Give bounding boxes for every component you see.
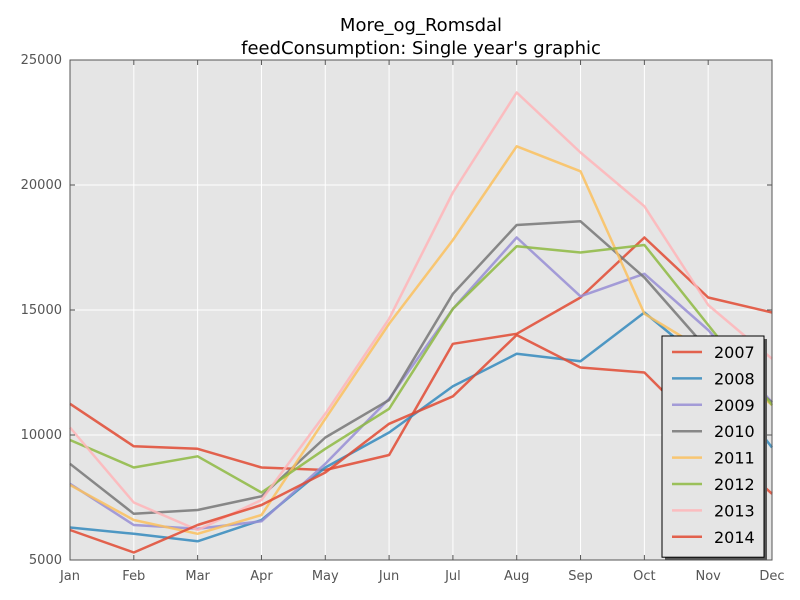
y-tick-label: 25000 [21, 53, 62, 68]
y-tick-label: 20000 [21, 178, 62, 193]
series-line-2011 [69, 145, 773, 536]
legend-label: 2013 [714, 501, 755, 520]
legend-label: 2014 [714, 528, 755, 547]
x-tick-label: Feb [122, 569, 145, 584]
x-tick-label: May [312, 569, 339, 584]
x-tick-label: Jul [444, 569, 461, 584]
x-tick-label: Sep [568, 569, 593, 584]
legend-label: 2007 [714, 343, 755, 362]
x-tick-label: Aug [504, 569, 529, 584]
axes: 5000 10000 15000 20000 25000 Jan Feb Mar Apr May J… [21, 53, 785, 584]
y-tick-label: 5000 [29, 553, 62, 568]
legend-label: 2011 [714, 449, 755, 468]
chart-title: More_og_Romsdal [340, 15, 502, 36]
legend-label: 2008 [714, 369, 755, 388]
plot-frame [69, 59, 773, 561]
series-line-2014 [69, 333, 773, 554]
x-tick-label: Apr [250, 569, 273, 584]
series-line-2007 [69, 236, 773, 472]
series-line-2009 [69, 236, 773, 531]
x-tick-label: Mar [185, 569, 210, 584]
y-tick-label: 10000 [21, 428, 62, 443]
legend: 2007 2008 2009 2010 2011 2012 2013 2014 [661, 335, 767, 561]
legend-box [661, 335, 765, 558]
x-tick-label: Jun [378, 569, 399, 584]
legend-label: 2009 [714, 396, 755, 415]
y-tick-label: 15000 [21, 303, 62, 318]
grid-lines [69, 59, 773, 561]
series-line-2013 [69, 91, 773, 532]
chart-subtitle: feedConsumption: Single year's graphic [241, 38, 601, 59]
legend-label: 2010 [714, 422, 755, 441]
x-tick-label: Nov [695, 569, 721, 584]
x-tick-label: Oct [633, 569, 655, 584]
x-tick-label: Jan [59, 569, 80, 584]
x-tick-label: Dec [759, 569, 784, 584]
legend-label: 2012 [714, 475, 755, 494]
series-line-2010 [69, 220, 773, 516]
series-layer [69, 91, 773, 554]
series-line-2012 [69, 243, 773, 494]
